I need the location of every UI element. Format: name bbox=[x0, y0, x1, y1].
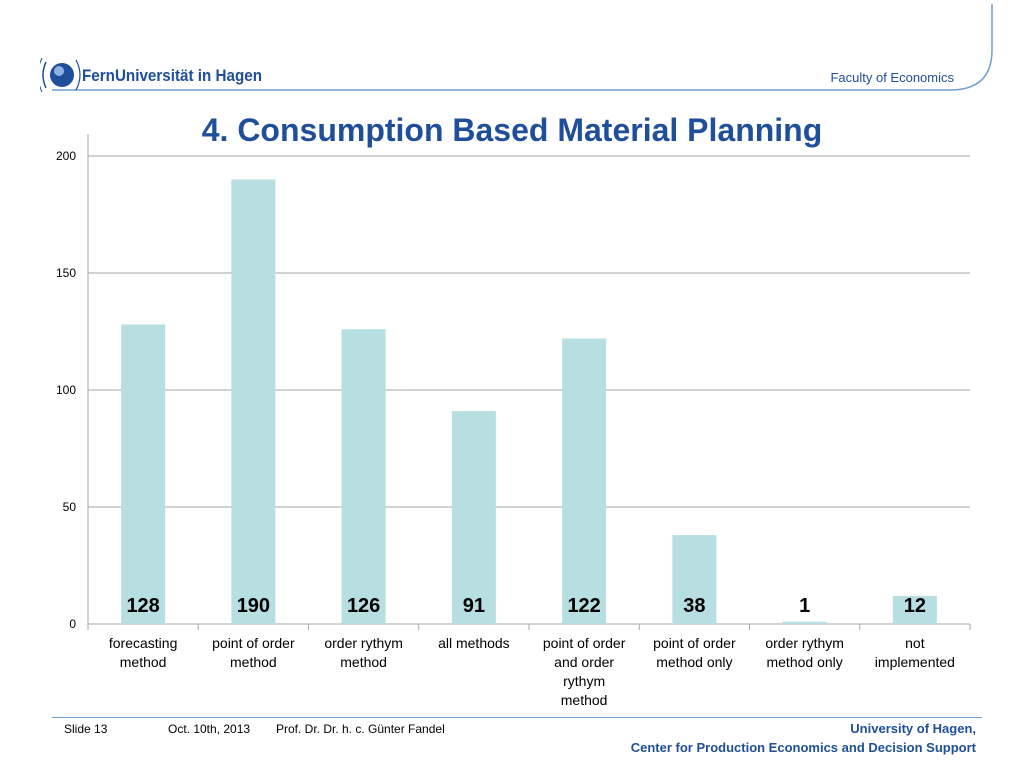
logo-text: FernUniversität in Hagen bbox=[82, 66, 262, 85]
presenter-name: Prof. Dr. Dr. h. c. Günter Fandel bbox=[276, 722, 445, 736]
category-label: not implemented bbox=[875, 635, 955, 670]
bar bbox=[672, 535, 717, 624]
bar bbox=[451, 411, 496, 624]
data-label: 12 bbox=[904, 595, 926, 617]
category-label: point of order method only bbox=[653, 635, 736, 670]
presentation-date: Oct. 10th, 2013 bbox=[168, 722, 251, 736]
bar bbox=[562, 338, 607, 624]
data-label: 122 bbox=[567, 595, 600, 617]
organization-block: University of Hagen, Center for Producti… bbox=[631, 719, 976, 757]
bar bbox=[892, 595, 937, 624]
data-label: 38 bbox=[683, 595, 705, 617]
faculty-label: Faculty of Economics bbox=[830, 70, 954, 85]
category-label: all methods bbox=[438, 635, 510, 651]
data-label: 1 bbox=[799, 595, 810, 617]
data-label: 128 bbox=[126, 595, 159, 617]
university-logo: FernUniversität in Hagen bbox=[37, 52, 270, 98]
y-tick-label: 0 bbox=[69, 617, 76, 631]
bar-chart: 0 50 100 150 200 128 forecasting method 190 point… bbox=[56, 134, 971, 708]
category-label: point of order method bbox=[212, 635, 295, 670]
bar bbox=[341, 329, 386, 624]
data-label: 91 bbox=[463, 595, 485, 617]
bar bbox=[231, 179, 276, 624]
category-label: forecasting method bbox=[109, 635, 177, 670]
bar bbox=[782, 621, 827, 624]
footer-divider bbox=[52, 717, 982, 718]
organization-line-1: University of Hagen, bbox=[850, 721, 976, 736]
data-label: 190 bbox=[237, 595, 270, 617]
bar bbox=[121, 324, 166, 624]
slide-number: Slide 13 bbox=[64, 722, 108, 736]
logo-globe-icon: FernUniversität in Hagen bbox=[37, 57, 262, 93]
y-tick-label: 150 bbox=[56, 266, 76, 280]
data-label: 126 bbox=[347, 595, 380, 617]
category-label: order rythym method only bbox=[765, 635, 844, 670]
y-tick-label: 200 bbox=[56, 149, 76, 163]
category-label: order rythym method bbox=[324, 635, 403, 670]
y-tick-label: 100 bbox=[56, 383, 76, 397]
organization-line-2: Center for Production Economics and Deci… bbox=[630, 740, 976, 755]
category-label: point of order and order rythym method bbox=[543, 635, 626, 708]
y-tick-label: 50 bbox=[63, 500, 77, 514]
slide-title: 4. Consumption Based Material Planning bbox=[201, 112, 823, 148]
